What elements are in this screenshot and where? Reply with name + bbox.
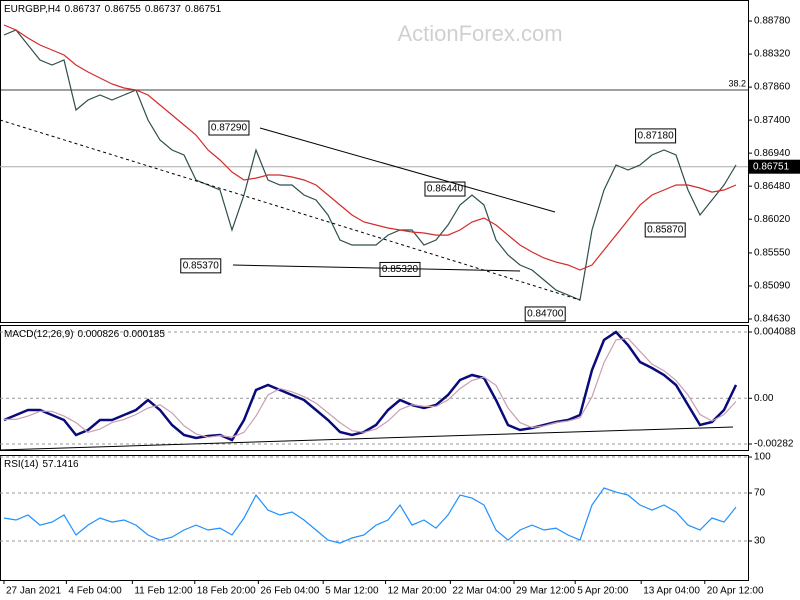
trend-line	[259, 127, 556, 213]
header-value: 57.1416	[42, 459, 79, 470]
header-value: 0.86755	[105, 4, 142, 15]
x-tick-label: 26 Feb 04:00	[260, 586, 319, 597]
fib-label: 38.2	[728, 78, 746, 88]
level-label: 0.85370	[183, 260, 220, 271]
x-tick-label: 22 Mar 04:00	[452, 586, 511, 597]
symbol: EURGBP,H4	[4, 4, 61, 15]
y-tick-label: 0.00	[754, 393, 774, 404]
x-tick-label: 29 Mar 12:00	[516, 586, 575, 597]
panel-header: MACD(12,26,9) 0.000826 0.000185	[4, 329, 165, 340]
y-tick-label: -0.00282	[754, 439, 794, 450]
y-tick-label: 0.88780	[754, 16, 791, 27]
y-tick-label: 0.86940	[754, 148, 791, 159]
level-label: 0.84700	[527, 309, 564, 320]
watermark: ActionForex.com	[397, 21, 562, 46]
indicator-name: MACD(12,26,9)	[4, 329, 73, 340]
y-tick-label: 0.88320	[754, 49, 791, 60]
header-value: 0.86751	[185, 4, 222, 15]
level-box	[424, 181, 466, 197]
x-tick-label: 18 Feb 20:00	[197, 586, 256, 597]
level-box	[180, 258, 222, 274]
y-tick-label: 0.004088	[754, 327, 796, 338]
x-tick-label: 5 Mar 12:00	[325, 586, 379, 597]
panel-header: RSI(14) 57.1416	[4, 459, 79, 470]
x-tick-label: 4 Feb 04:00	[68, 586, 122, 597]
x-tick-label: 27 Jan 2021	[6, 586, 61, 597]
y-tick-label: 0.84630	[754, 314, 791, 325]
y-tick-label: 0.85550	[754, 248, 791, 259]
y-tick-label: 0.86020	[754, 214, 791, 225]
x-tick-label: 12 Mar 20:00	[388, 586, 447, 597]
level-box	[644, 222, 686, 238]
level-box	[635, 128, 677, 144]
series-line	[3, 330, 738, 442]
trend-lines	[0, 119, 734, 451]
level-box	[524, 306, 566, 322]
indicator-name: RSI(14)	[4, 459, 38, 470]
level-label: 0.87290	[211, 123, 248, 134]
y-tick-label: 0.86480	[754, 181, 791, 192]
header-value: 0.86737	[65, 4, 102, 15]
panel-frame	[0, 0, 749, 323]
last-price-box	[749, 159, 800, 174]
header-value: 0.000185	[123, 329, 165, 340]
y-tick-label: 30	[754, 536, 766, 547]
x-tick-label: 11 Feb 12:00	[134, 586, 193, 597]
header-value: 0.000826	[77, 329, 119, 340]
series-line	[3, 24, 737, 271]
panel-frame	[0, 455, 749, 581]
x-tick-label: 13 Apr 04:00	[643, 586, 700, 597]
trend-line	[0, 426, 734, 451]
y-tick-label: 0.85090	[754, 281, 791, 292]
header-value: 0.86737	[145, 4, 182, 15]
y-tick-label: 0.87400	[754, 115, 791, 126]
x-tick-label: 20 Apr 12:00	[707, 586, 764, 597]
x-tick-label: 5 Apr 20:00	[577, 586, 629, 597]
level-label: 0.85870	[647, 225, 684, 236]
level-box	[208, 120, 250, 136]
panel-frame	[0, 325, 749, 451]
last-price-label: 0.86751	[753, 161, 790, 172]
level-label: 0.87180	[638, 131, 675, 142]
y-tick-label: 100	[754, 452, 771, 463]
series-line	[3, 29, 737, 301]
series-line	[4, 337, 737, 438]
y-tick-label: 0.87860	[754, 82, 791, 93]
panel-header: EURGBP,H4 0.86737 0.86755 0.86737 0.86751	[4, 4, 222, 15]
y-tick-label: 70	[754, 488, 766, 499]
trend-line	[232, 264, 521, 272]
series-line	[3, 487, 737, 544]
level-label: 0.86440	[427, 184, 464, 195]
level-label: 0.85320	[382, 264, 419, 275]
level-box	[379, 261, 421, 277]
